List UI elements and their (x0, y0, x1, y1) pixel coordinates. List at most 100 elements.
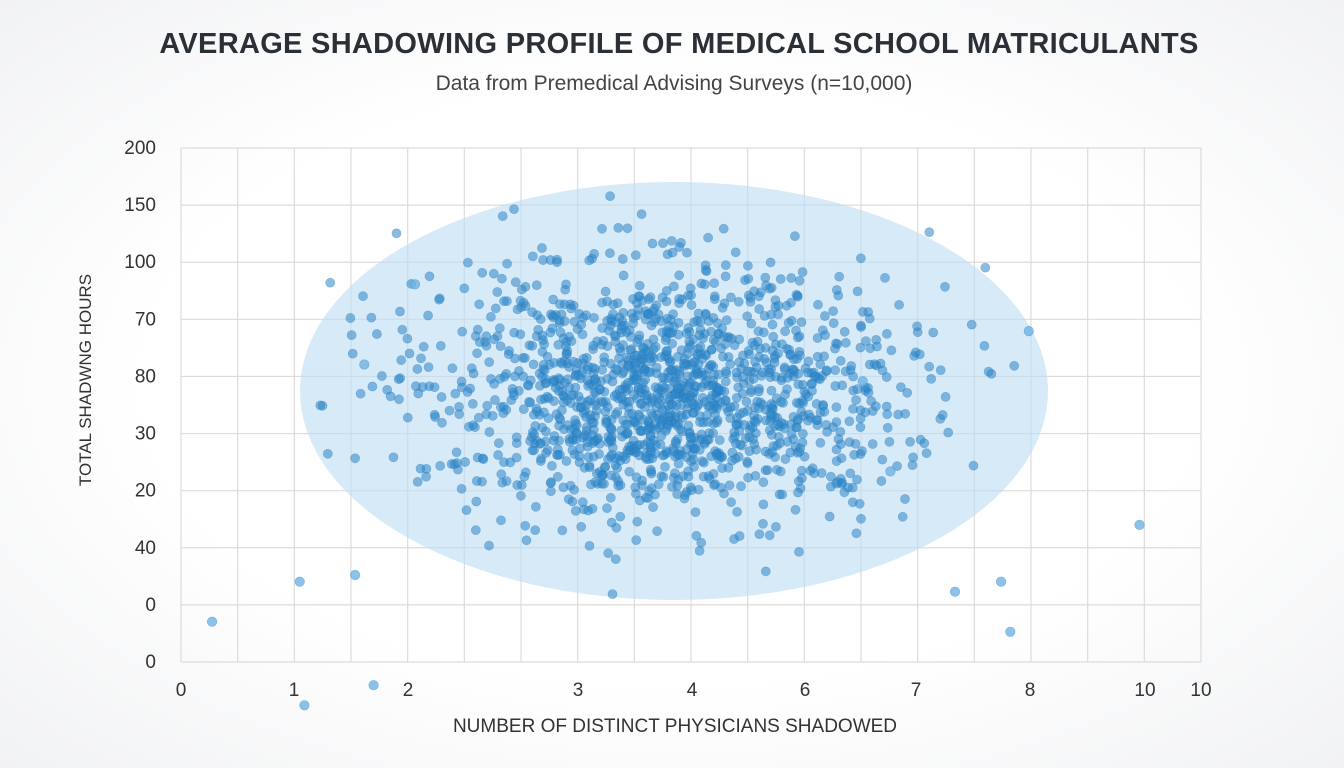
data-point (494, 323, 505, 333)
data-point (444, 405, 455, 416)
data-point (636, 398, 647, 409)
data-point (702, 434, 713, 445)
data-point (835, 473, 846, 484)
data-point (535, 438, 546, 449)
data-point (597, 223, 607, 234)
data-point (587, 503, 598, 514)
data-point (615, 480, 626, 491)
data-point (751, 417, 761, 427)
data-point (510, 277, 521, 287)
data-point (605, 191, 615, 202)
data-point (743, 273, 754, 284)
data-point (631, 447, 642, 457)
data-point (698, 333, 708, 344)
data-point (813, 299, 823, 310)
data-point (761, 280, 771, 291)
data-point (436, 392, 447, 402)
data-point (738, 372, 748, 382)
data-point (623, 377, 633, 388)
x-tick-labels: 0 1 2 3 4 6 7 8 10 10 (176, 680, 1212, 701)
data-point (685, 432, 696, 442)
data-point (830, 365, 841, 375)
data-point (650, 448, 661, 459)
data-point (729, 427, 740, 438)
data-point (661, 285, 672, 296)
data-point (696, 537, 707, 548)
data-point (775, 396, 786, 407)
data-point (435, 340, 446, 351)
data-point (819, 351, 829, 362)
data-point (748, 434, 758, 444)
y-tick-label: 80 (135, 366, 156, 387)
data-point (792, 291, 803, 302)
data-point (636, 209, 647, 219)
data-point (402, 412, 413, 423)
data-point (831, 285, 842, 295)
data-point (725, 413, 736, 424)
data-point (495, 341, 506, 352)
data-point (559, 316, 570, 327)
data-point (835, 426, 846, 437)
data-point (714, 435, 725, 445)
data-point (789, 366, 800, 377)
data-point (516, 284, 527, 295)
data-point (484, 357, 495, 367)
data-point (786, 273, 797, 283)
data-point (830, 343, 840, 354)
data-point (831, 456, 842, 466)
data-point (488, 268, 499, 279)
outlier-point (368, 680, 379, 691)
data-point (667, 247, 678, 258)
data-point (636, 425, 646, 436)
data-point (470, 422, 480, 433)
data-point (754, 304, 765, 314)
data-point (742, 456, 753, 467)
data-point (797, 437, 808, 448)
data-point (943, 427, 954, 438)
data-point (760, 566, 771, 577)
data-point (404, 348, 415, 359)
data-point (720, 271, 731, 282)
data-point (472, 452, 483, 463)
data-point (721, 315, 732, 325)
data-point (512, 480, 523, 490)
data-point (457, 326, 468, 337)
data-point (600, 286, 611, 297)
data-point (852, 474, 862, 485)
data-point (689, 380, 700, 391)
data-point (699, 457, 709, 468)
data-point (656, 415, 667, 426)
data-point (520, 301, 531, 311)
data-point (855, 413, 866, 424)
data-point (524, 396, 534, 407)
data-point (581, 412, 591, 423)
y-tick-label: 0 (145, 652, 156, 673)
data-point (809, 371, 820, 382)
data-point (753, 326, 764, 337)
data-point (588, 451, 599, 462)
data-point (540, 378, 551, 389)
data-point (633, 409, 644, 420)
data-point (584, 255, 595, 266)
x-tick-label: 4 (687, 680, 698, 701)
data-point (921, 448, 932, 458)
data-point (880, 272, 890, 283)
data-point (614, 312, 625, 323)
data-point (499, 371, 510, 382)
data-point (745, 292, 756, 303)
data-point (849, 449, 860, 460)
data-point (322, 448, 333, 459)
data-point (624, 466, 635, 477)
data-point (607, 376, 618, 387)
data-point (539, 407, 549, 418)
data-point (397, 324, 408, 335)
data-point (640, 452, 651, 462)
data-point (835, 355, 846, 366)
data-point (716, 343, 726, 354)
data-point (708, 428, 718, 439)
data-point (881, 372, 892, 382)
data-point (651, 368, 662, 379)
data-point (531, 280, 542, 291)
data-point (744, 446, 755, 457)
data-point (767, 319, 778, 330)
